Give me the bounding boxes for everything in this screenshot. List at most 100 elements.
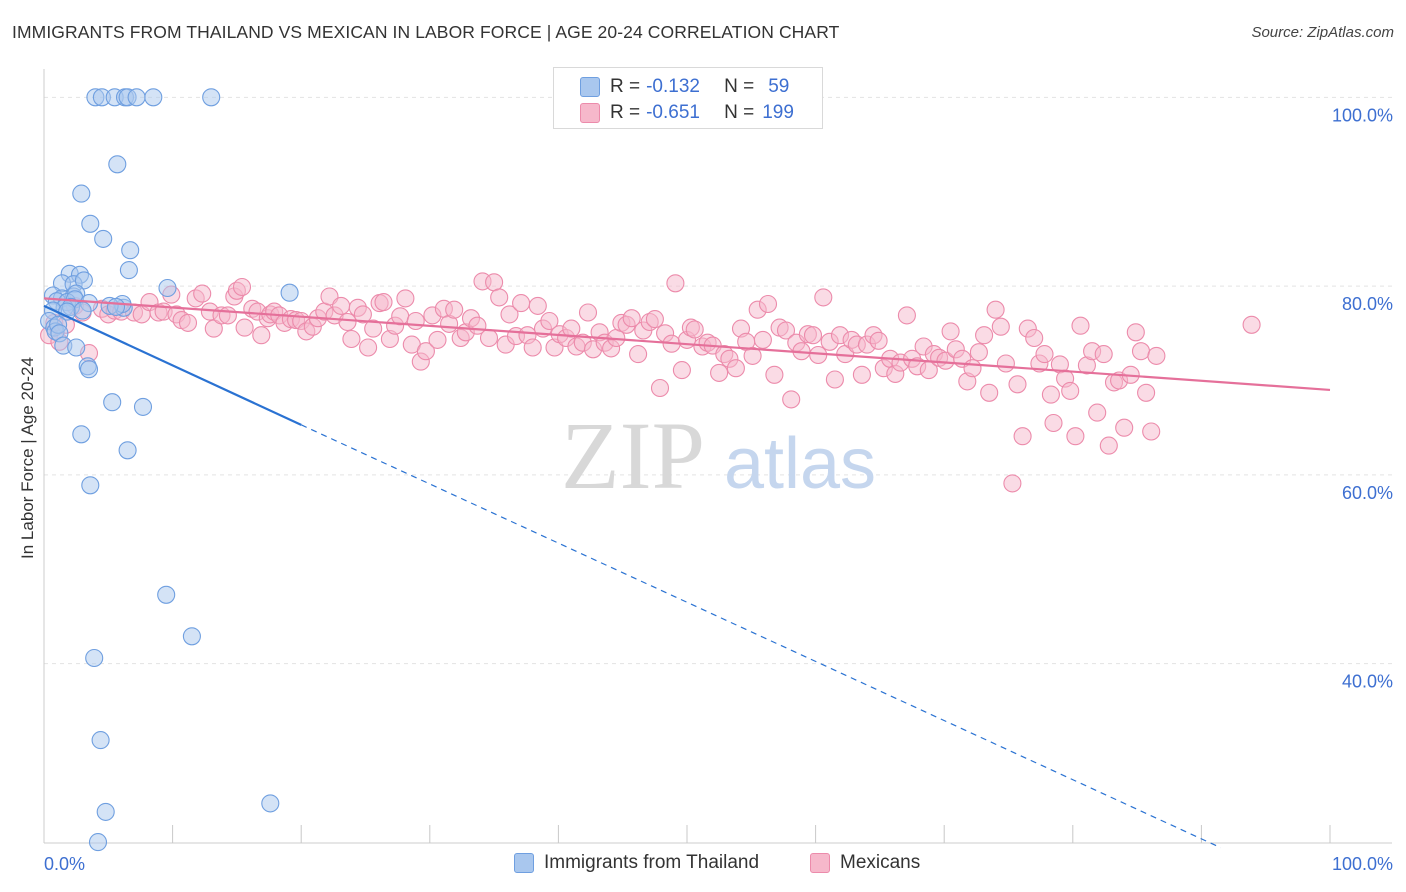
data-point [428,330,447,349]
stats-r-value: -0.651 [646,102,700,123]
stats-n-value: 59 [768,76,790,97]
data-point [88,833,108,852]
data-point [540,311,559,331]
data-point [991,317,1010,336]
stats-r-value: -0.132 [646,76,700,97]
data-point [1035,345,1054,364]
data-point [396,289,415,308]
data-point [814,288,833,307]
data-point [235,318,254,337]
data-point [108,155,127,174]
data-point [941,322,960,341]
data-point [500,305,519,324]
data-point [622,309,641,328]
data-point [364,319,383,338]
data-point [1115,418,1134,437]
data-point [193,284,212,303]
data-point [445,300,464,319]
stats-r-label: R = [610,76,641,97]
data-point [776,321,796,340]
axes [43,69,1392,844]
data-point [803,326,823,345]
data-point [85,648,104,668]
stats-swatch-mexicans [580,103,600,123]
x-tick-label: 100.0% [1332,854,1393,874]
data-point [645,310,664,329]
series-blue [40,88,299,852]
stats-n-value: 199 [762,102,794,123]
data-point [103,393,122,412]
y-tick-label: 40.0% [1342,672,1393,692]
data-point [133,397,153,416]
legend-label-thailand: Immigrants from Thailand [544,852,760,873]
legend-item-mexicans[interactable]: Mexicans [810,852,920,874]
stats-row-mexicans: R = -0.651 N = 199 [580,100,794,126]
y-tick-label: 60.0% [1342,483,1393,503]
stats-n-label: N = [724,76,755,97]
data-point [765,365,784,384]
data-point [81,476,100,495]
data-point [374,293,393,312]
data-point [1008,375,1027,394]
data-point [996,354,1015,373]
trend-line-solid [43,297,1331,392]
data-point [158,278,177,298]
tick-labels: 100.0% 80.0% 60.0% 40.0% 0.0% 100.0% [44,105,1393,874]
data-point [782,390,801,409]
data-point [986,300,1005,319]
stats-r-label: R = [610,102,641,123]
data-point [969,343,988,362]
data-point [1013,427,1032,446]
chart-source: Source: ZipAtlas.com [1251,24,1394,41]
x-tick-label: 0.0% [44,854,85,874]
data-point [359,338,378,357]
data-point [562,319,581,338]
data-point [182,627,201,646]
data-point [332,296,351,315]
legend-swatch-thailand [514,853,534,873]
data-point [753,330,772,349]
data-point [202,88,221,107]
data-point [1066,427,1085,446]
data-point [406,311,425,331]
data-point [1003,474,1022,493]
data-point [342,329,361,349]
data-point [869,331,888,350]
stats-row-thailand: R = -0.132 N = 59 [580,74,789,100]
data-point [528,296,547,315]
data-point [523,338,542,357]
data-point [72,184,91,203]
data-point [710,363,729,382]
data-point [1088,403,1107,422]
data-point [672,361,691,380]
data-point [416,342,435,361]
data-point [1142,422,1161,441]
data-point [157,585,176,604]
data-point [1044,413,1063,433]
legend: Immigrants from Thailand Mexicans [0,852,1406,878]
data-point [1025,328,1044,348]
data-point [1094,345,1113,364]
data-point [94,229,113,248]
legend-swatch-mexicans [810,853,830,873]
correlation-stats-box: R = -0.132 N = 59 R = -0.651 N = 199 [553,67,823,129]
data-point [852,365,871,384]
data-point [685,320,704,339]
data-point [1071,316,1090,335]
stats-n-label: N = [724,102,755,123]
trend-line-dashed [300,424,1221,849]
trend-line-solid [43,304,302,426]
y-axis-label: In Labor Force | Age 20-24 [18,357,37,559]
data-point [975,326,994,345]
legend-item-thailand[interactable]: Immigrants from Thailand [514,852,759,874]
y-tick-label: 80.0% [1342,294,1393,314]
data-point [666,274,685,293]
data-point [479,328,499,348]
y-tick-label: 100.0% [1332,105,1393,125]
data-point [73,301,92,320]
data-point [81,214,100,233]
data-point [218,306,237,325]
data-point [1131,342,1151,361]
data-point [67,338,86,357]
